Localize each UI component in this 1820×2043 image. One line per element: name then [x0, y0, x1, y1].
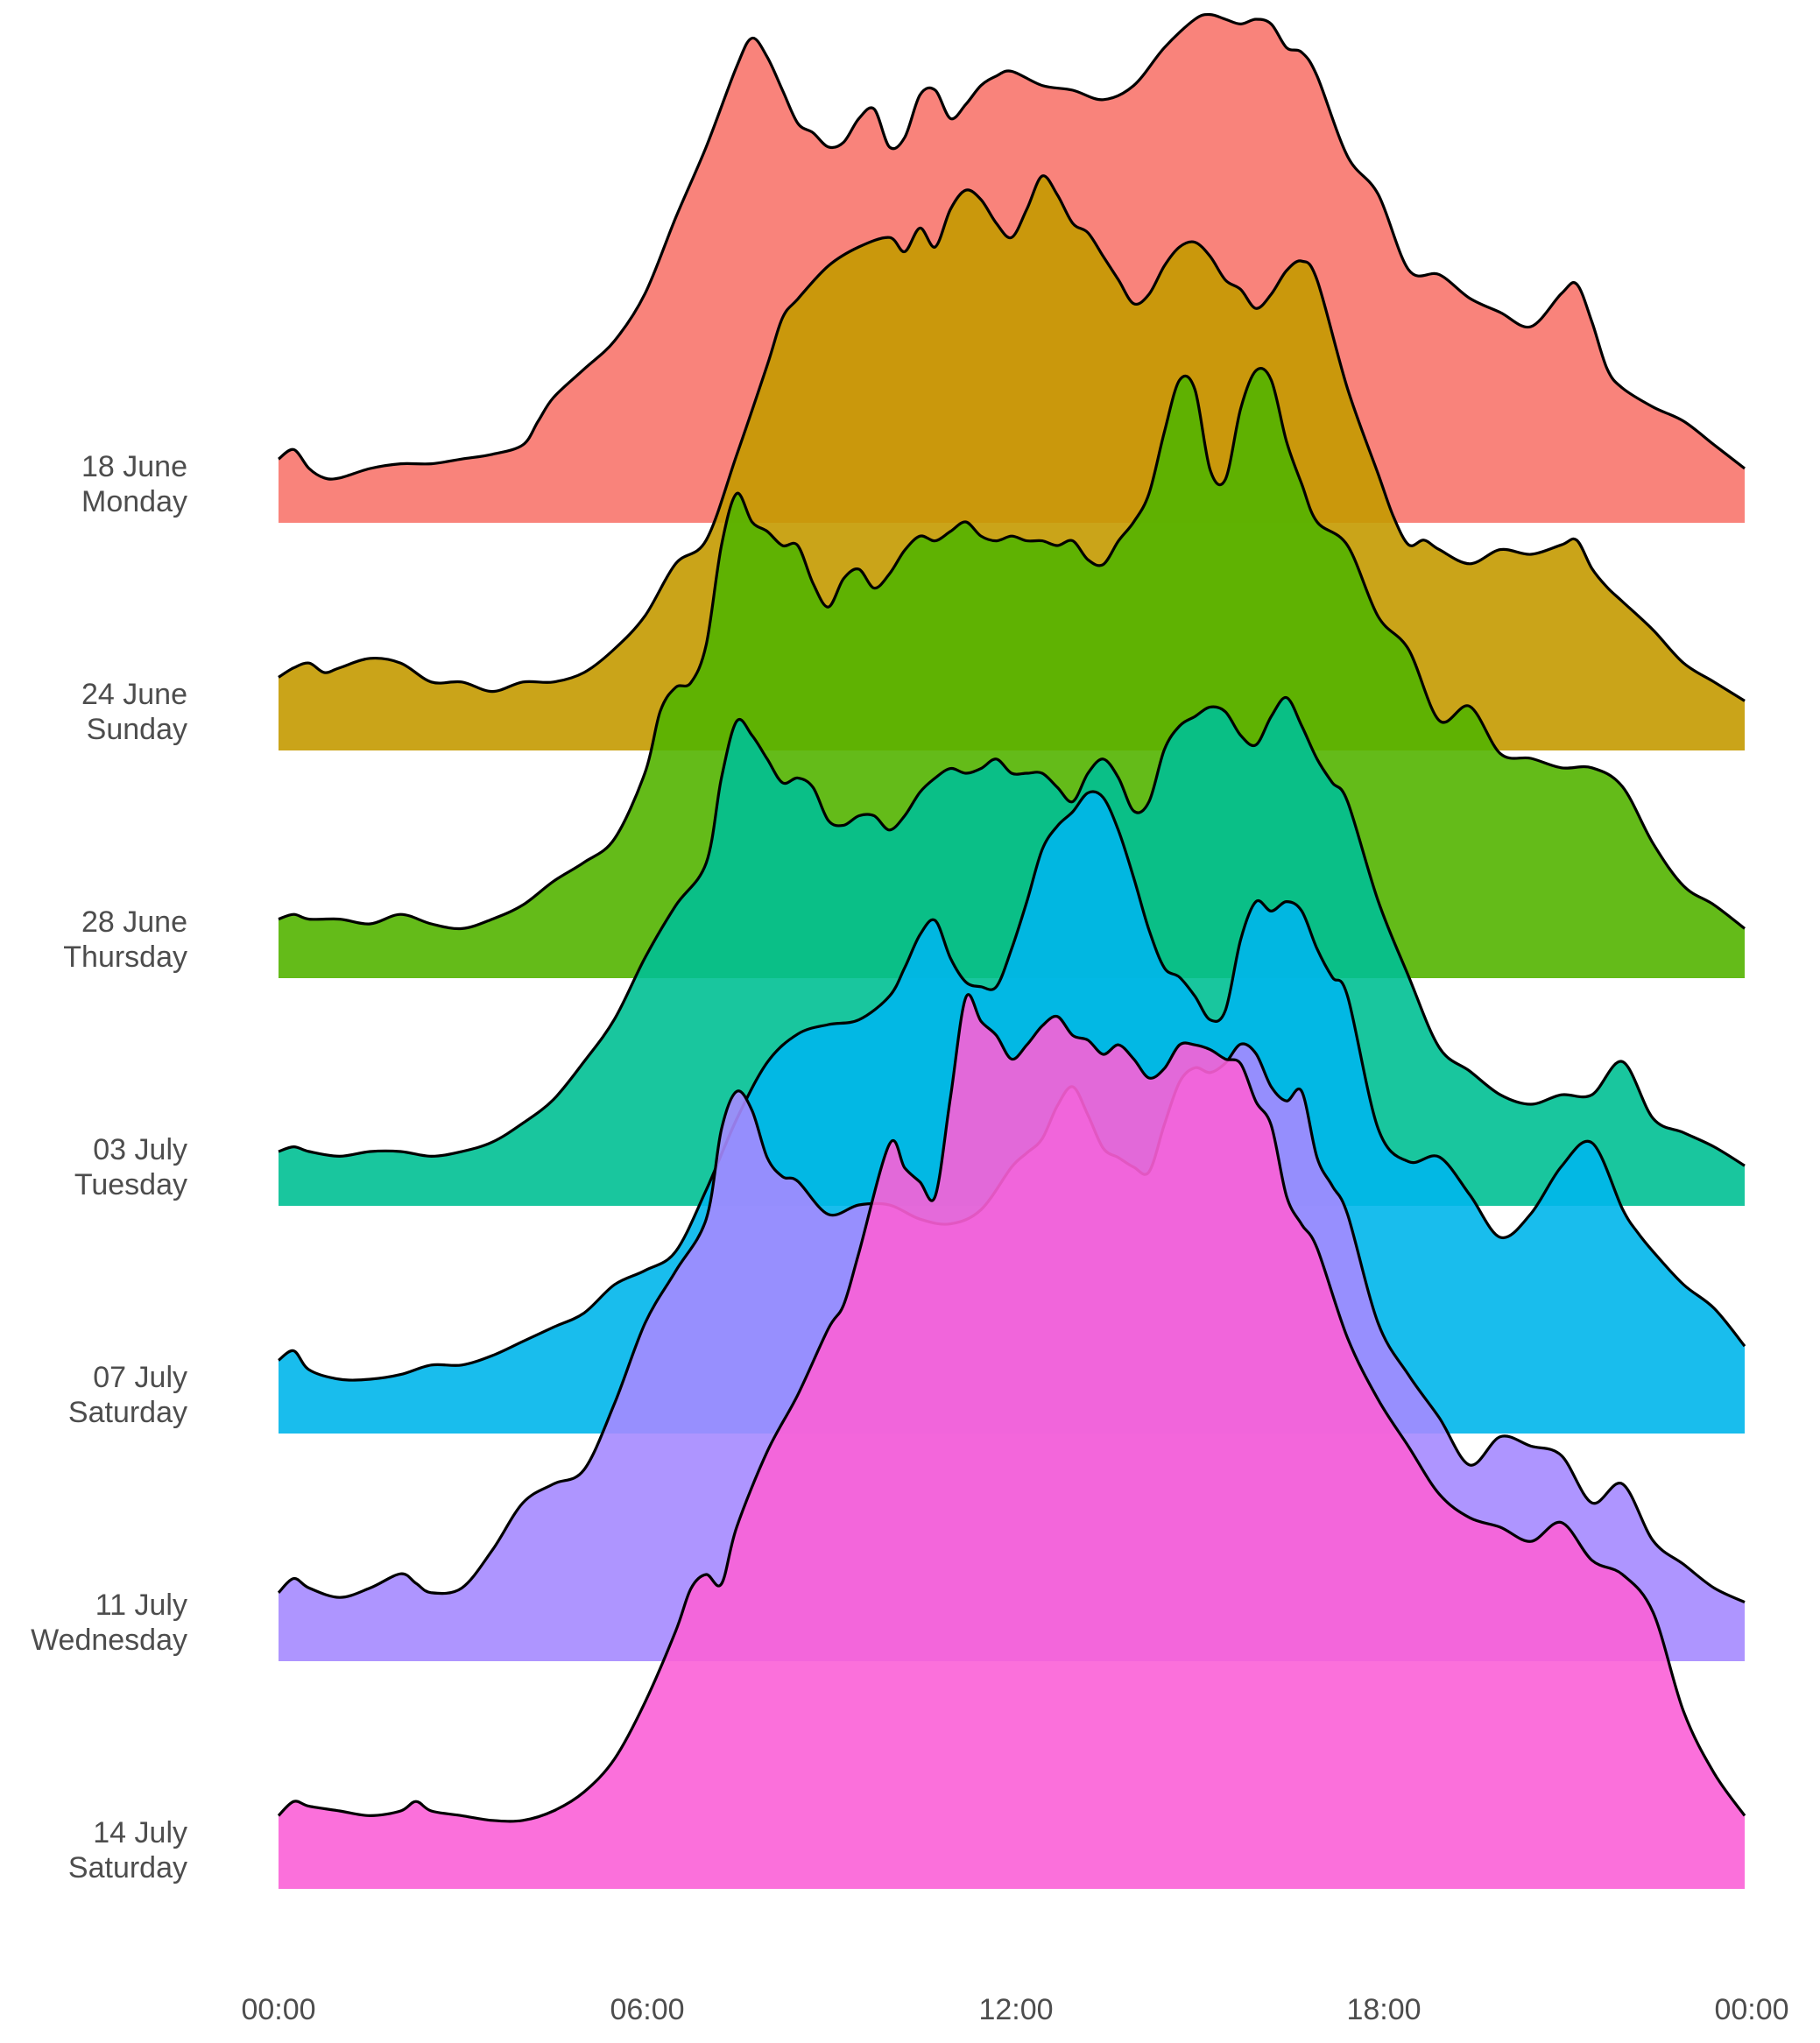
- x-tick-label: 06:00: [610, 1993, 684, 2026]
- ridge-28-june: [278, 367, 1746, 978]
- row-label-weekday: Thursday: [63, 940, 187, 974]
- row-label-date: 24 June: [81, 678, 187, 711]
- row-label-weekday: Saturday: [68, 1851, 187, 1884]
- row-label-date: 03 July: [93, 1133, 187, 1166]
- ridge-series-group: [277, 12, 1746, 1889]
- ridge-outline: [278, 367, 1746, 931]
- row-label-date: 14 July: [93, 1816, 187, 1849]
- ridge-area: [279, 994, 1745, 1889]
- ridge-outline: [278, 174, 1746, 702]
- ridge-area: [279, 175, 1745, 751]
- ridge-24-june: [278, 174, 1746, 751]
- row-label-weekday: Monday: [81, 485, 187, 518]
- row-label-date: 28 June: [81, 905, 187, 939]
- row-label-date: 11 July: [95, 1589, 187, 1622]
- x-axis-tick-labels: 00:00 06:00 12:00 18:00 00:00: [241, 1993, 1788, 2026]
- row-label-date: 18 June: [81, 450, 187, 483]
- row-label-weekday: Tuesday: [74, 1168, 187, 1201]
- x-tick-label: 00:00: [1714, 1993, 1788, 2026]
- ridge-outline: [278, 790, 1746, 1382]
- ridge-outline: [277, 993, 1746, 1823]
- x-tick-label: 18:00: [1346, 1993, 1421, 2026]
- ridge-area: [279, 368, 1745, 978]
- ridge-outline: [278, 12, 1746, 481]
- row-label-weekday: Sunday: [87, 713, 187, 746]
- row-label-date: 07 July: [93, 1361, 187, 1394]
- row-label-weekday: Wednesday: [31, 1624, 187, 1657]
- row-label-weekday: Saturday: [68, 1396, 187, 1429]
- ridge-14-july: [277, 993, 1746, 1889]
- x-tick-label: 00:00: [241, 1993, 315, 2026]
- y-axis-labels: 18 June Monday 24 June Sunday 28 June Th…: [31, 450, 187, 1884]
- x-tick-label: 12:00: [978, 1993, 1053, 2026]
- ridge-outline: [278, 695, 1746, 1167]
